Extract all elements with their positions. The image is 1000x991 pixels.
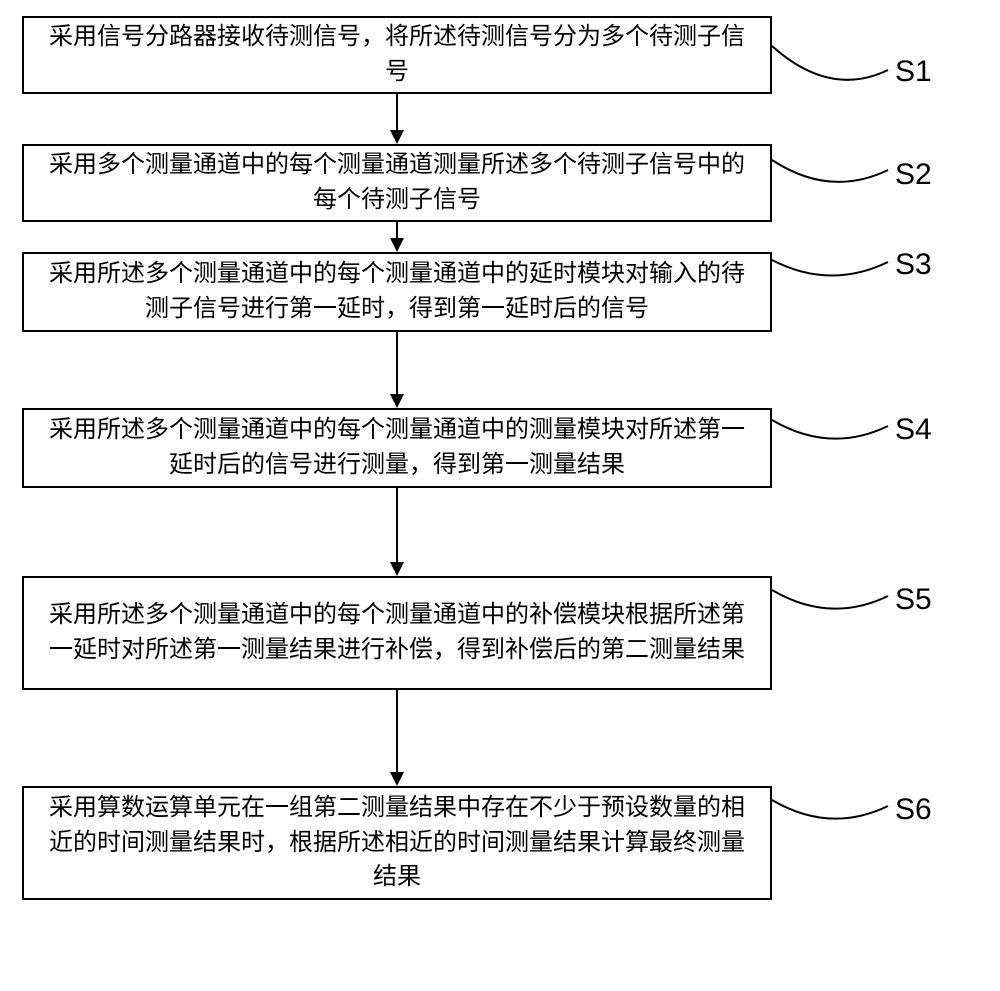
step-label-s5: S5 [895, 583, 932, 617]
step-text: 采用所述多个测量通道中的每个测量通道中的补偿模块根据所述第一延时对所述第一测量结… [42, 598, 752, 668]
step-label-s2: S2 [895, 158, 932, 192]
step-text: 采用多个测量通道中的每个测量通道测量所述多个待测子信号中的每个待测子信号 [42, 148, 752, 218]
step-label-s6: S6 [895, 793, 932, 827]
step-text: 采用算数运算单元在一组第二测量结果中存在不少于预设数量的相近的时间测量结果时，根… [42, 791, 752, 895]
step-label-s3: S3 [895, 248, 932, 282]
step-label-s1: S1 [895, 55, 932, 89]
flowchart-step-s6: 采用算数运算单元在一组第二测量结果中存在不少于预设数量的相近的时间测量结果时，根… [22, 786, 772, 900]
flowchart-step-s2: 采用多个测量通道中的每个测量通道测量所述多个待测子信号中的每个待测子信号 [22, 144, 772, 222]
step-text: 采用所述多个测量通道中的每个测量通道中的延时模块对输入的待测子信号进行第一延时，… [42, 257, 752, 327]
flowchart-step-s1: 采用信号分路器接收待测信号，将所述待测信号分为多个待测子信号 [22, 16, 772, 94]
flowchart-step-s4: 采用所述多个测量通道中的每个测量通道中的测量模块对所述第一延时后的信号进行测量，… [22, 408, 772, 488]
flowchart-step-s5: 采用所述多个测量通道中的每个测量通道中的补偿模块根据所述第一延时对所述第一测量结… [22, 576, 772, 690]
step-label-s4: S4 [895, 413, 932, 447]
flowchart-step-s3: 采用所述多个测量通道中的每个测量通道中的延时模块对输入的待测子信号进行第一延时，… [22, 252, 772, 332]
step-text: 采用信号分路器接收待测信号，将所述待测信号分为多个待测子信号 [42, 20, 752, 90]
step-text: 采用所述多个测量通道中的每个测量通道中的测量模块对所述第一延时后的信号进行测量，… [42, 413, 752, 483]
